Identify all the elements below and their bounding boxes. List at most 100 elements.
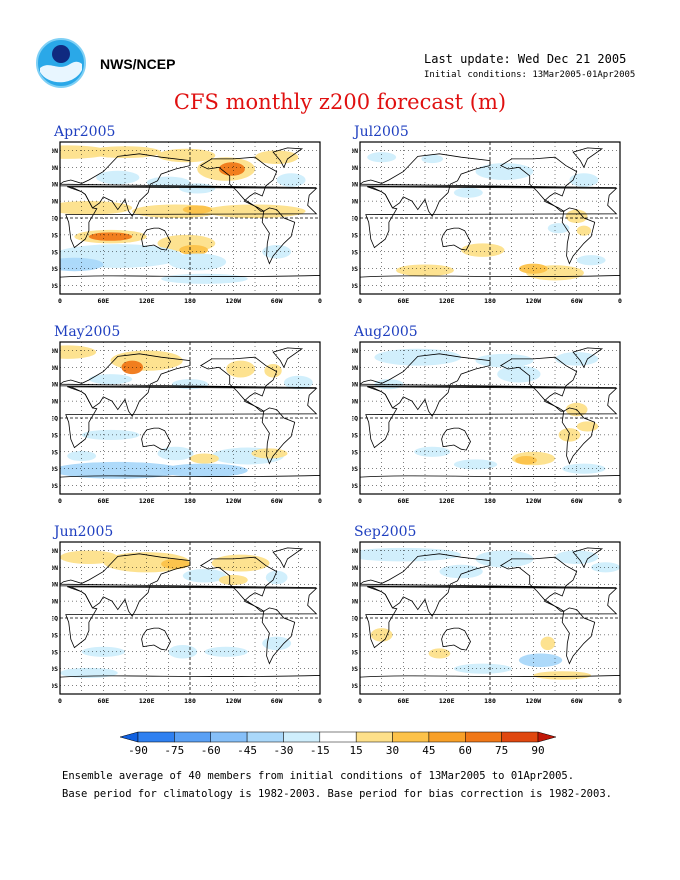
lon-label: 60E <box>97 297 109 304</box>
lat-label: 80S <box>352 682 358 690</box>
lat-label: 40S <box>52 648 58 656</box>
lat-label: 80N <box>352 347 358 355</box>
map-frame <box>59 141 321 295</box>
panel-title: Sep2005 <box>354 524 417 540</box>
colorbar-swatch <box>501 731 539 743</box>
lon-label: 180 <box>184 697 196 704</box>
colorbar-swatch <box>428 731 466 743</box>
panel-apr: Apr2005 80N 60N 40N 20N EQ 20S 40S 60S 80S 0 60E 12… <box>52 124 322 304</box>
lon-label: 0 <box>318 297 322 304</box>
lat-label: EQ <box>52 415 58 423</box>
lon-label: 180 <box>484 697 496 704</box>
lon-label: 120W <box>226 697 242 704</box>
lon-label: 120E <box>439 697 455 704</box>
lon-label: 0 <box>358 697 362 704</box>
lat-label: 40N <box>52 381 58 389</box>
lon-label: 60W <box>271 497 283 504</box>
colorbar-arrow-high <box>537 731 557 743</box>
map-may: 80N 60N 40N 20N EQ 20S 40S 60S 80S 0 60E 120E 180 120… <box>52 341 322 504</box>
lat-label: 20S <box>52 231 58 239</box>
lon-label: 0 <box>358 297 362 304</box>
lat-label: EQ <box>352 215 358 223</box>
lat-label: 60S <box>52 465 58 473</box>
lat-label: EQ <box>52 615 58 623</box>
lat-label: 80N <box>52 147 58 155</box>
map-frame <box>359 341 621 495</box>
lon-label: 0 <box>618 497 622 504</box>
panel-title: Aug2005 <box>354 324 418 340</box>
lat-label: 40N <box>52 181 58 189</box>
lat-label: 40S <box>352 448 358 456</box>
lat-label: 60N <box>52 564 58 572</box>
map-frame <box>59 541 321 695</box>
noaa-logo <box>36 38 86 88</box>
lon-label: 0 <box>318 697 322 704</box>
lat-label: 40S <box>52 248 58 256</box>
colorbar-swatch <box>283 731 321 743</box>
lat-label: 20N <box>52 398 58 406</box>
colorbar: -90 -75 -60 -45 -30 -15 15 30 45 60 75 90 <box>119 731 557 757</box>
map-jul: 80N 60N 40N 20N EQ 20S 40S 60S 80S 0 60E 120E 180 120… <box>352 141 622 304</box>
initial-conditions: Initial conditions: 13Mar2005-01Apr2005 <box>424 70 636 80</box>
lat-label: 40S <box>352 648 358 656</box>
lat-label: 40N <box>352 581 358 589</box>
lat-label: 80N <box>52 547 58 555</box>
lon-label: 120E <box>139 297 155 304</box>
lat-label: 80S <box>52 282 58 290</box>
lat-label: 80N <box>352 547 358 555</box>
lat-label: 20S <box>52 631 58 639</box>
colorbar-label: -90 <box>128 744 148 757</box>
lat-label: 80N <box>352 147 358 155</box>
lon-label: 120W <box>526 297 542 304</box>
colorbar-swatch <box>465 731 502 743</box>
map-frame <box>359 541 621 695</box>
lat-label: 80S <box>52 682 58 690</box>
lat-label: 40S <box>352 248 358 256</box>
lon-label: 180 <box>184 297 196 304</box>
lat-label: 60N <box>52 364 58 372</box>
colorbar-arrow-low <box>119 731 139 743</box>
lon-label: 0 <box>618 697 622 704</box>
lon-label: 180 <box>484 497 496 504</box>
page-title: CFS monthly z200 forecast (m) <box>173 90 507 114</box>
last-update: Last update: Wed Dec 21 2005 <box>424 52 627 66</box>
colorbar-swatch <box>174 731 211 743</box>
lat-label: 60S <box>352 465 358 473</box>
footer-note-ensemble: Ensemble average of 40 members from init… <box>62 770 575 782</box>
lon-label: 180 <box>184 497 196 504</box>
colorbar-swatch <box>392 731 430 743</box>
lon-label: 0 <box>58 297 62 304</box>
colorbar-label: 60 <box>459 744 472 757</box>
lon-label: 60E <box>397 697 409 704</box>
panel-title: Jul2005 <box>354 124 409 140</box>
lat-label: 20N <box>352 398 358 406</box>
lat-label: 60N <box>52 164 58 172</box>
lon-label: 60W <box>571 297 583 304</box>
lat-label: 60N <box>352 164 358 172</box>
lat-label: 20S <box>352 231 358 239</box>
lat-label: 20S <box>52 431 58 439</box>
panel-jun: Jun2005 80N 60N 40N 20N EQ 20S 40S 60S 80S 0 60E 12… <box>52 524 322 704</box>
colorbar-swatch <box>246 731 284 743</box>
colorbar-label: -15 <box>310 744 330 757</box>
map-frame <box>359 141 621 295</box>
lat-label: 40N <box>352 381 358 389</box>
lat-label: 60S <box>52 665 58 673</box>
colorbar-label: -45 <box>237 744 257 757</box>
lon-label: 60E <box>97 497 109 504</box>
lat-label: 20N <box>352 598 358 606</box>
map-sep: 80N 60N 40N 20N EQ 20S 40S 60S 80S 0 60E 120E 180 120… <box>352 541 622 704</box>
lat-label: 40S <box>52 448 58 456</box>
lon-label: 180 <box>484 297 496 304</box>
lat-label: 60S <box>352 265 358 273</box>
lon-label: 0 <box>58 697 62 704</box>
lon-label: 120E <box>139 497 155 504</box>
lat-label: 80S <box>352 282 358 290</box>
lon-label: 60E <box>97 697 109 704</box>
panel-may: May2005 80N 60N 40N 20N EQ 20S 40S 60S 80S 0 60E 12… <box>52 324 322 504</box>
lat-label: 60S <box>52 265 58 273</box>
colorbar-swatch <box>137 731 175 743</box>
lon-label: 120W <box>226 497 242 504</box>
colorbar-label: -75 <box>164 744 184 757</box>
lon-label: 120E <box>439 497 455 504</box>
